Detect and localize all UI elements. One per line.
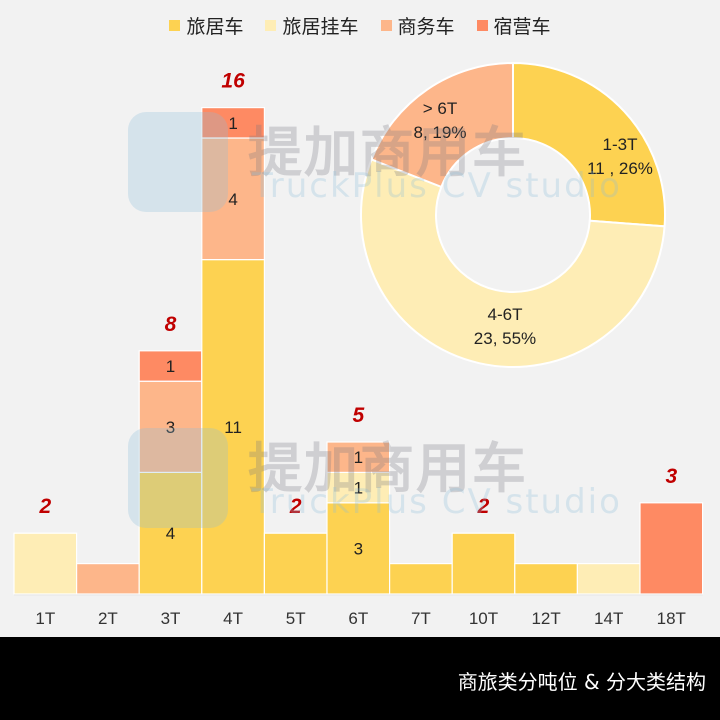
- legend-swatch-icon: [380, 20, 392, 31]
- chart-legend: 旅居车 旅居挂车 商务车 宿营车: [0, 12, 720, 39]
- donut-value-label: 23, 55%: [474, 329, 536, 348]
- donut-slice: [370, 61, 514, 189]
- x-tick-label: 10T: [469, 609, 498, 628]
- x-tick-label: 5T: [286, 609, 306, 628]
- bar-segment: [13, 532, 78, 595]
- bar-segment: [326, 441, 391, 473]
- segment-label: 1: [166, 357, 175, 376]
- x-tick-label: 1T: [35, 609, 55, 628]
- legend-item: 旅居挂车: [265, 12, 359, 39]
- bar-segment: [326, 471, 391, 504]
- total-label: 3: [665, 465, 677, 488]
- total-label: 5: [352, 404, 364, 427]
- donut-value-label: 8, 19%: [414, 123, 467, 142]
- donut-label: > 6T: [423, 99, 458, 118]
- bar-segment: [201, 106, 266, 139]
- segment-label: 3: [354, 539, 363, 558]
- footer-title: 商旅类分吨位 & 分大类结构: [457, 670, 706, 694]
- legend-swatch-icon: [169, 20, 181, 31]
- legend-label: 旅居挂车: [282, 16, 359, 38]
- legend-item: 宿营车: [476, 12, 551, 39]
- bar-segment: [201, 137, 266, 261]
- x-tick-label: 14T: [594, 609, 623, 628]
- legend-label: 旅居车: [186, 16, 244, 38]
- segment-label: 1: [228, 114, 237, 133]
- x-tick-label: 6T: [348, 609, 368, 628]
- x-tick-label: 7T: [411, 609, 431, 628]
- total-label: 2: [289, 495, 302, 518]
- segment-label: 4: [166, 524, 175, 543]
- bar-segment: [451, 532, 516, 595]
- segment-label: 1: [354, 479, 363, 498]
- bar-segment: [138, 350, 203, 382]
- donut-label: 4-6T: [488, 305, 523, 324]
- total-label: 8: [165, 313, 177, 336]
- legend-item: 旅居车: [169, 12, 243, 39]
- bar-segment: [639, 502, 704, 595]
- x-tick-label: 18T: [657, 609, 686, 628]
- bar-segment: [514, 562, 578, 595]
- bar-segment: [75, 562, 140, 595]
- total-label: 2: [38, 495, 51, 518]
- x-tick-label: 4T: [223, 609, 243, 628]
- footer-bar: 商旅类分吨位 & 分大类结构: [0, 637, 720, 720]
- segment-label: 1: [354, 448, 363, 467]
- donut-slice: [360, 158, 666, 368]
- segment-label: 11: [224, 418, 242, 437]
- bar-segment: [263, 532, 328, 595]
- x-tick-label: 12T: [531, 609, 560, 628]
- donut-label: 1-3T: [603, 135, 638, 154]
- x-tick-label: 3T: [161, 609, 181, 628]
- legend-label: 商务车: [397, 16, 455, 38]
- legend-label: 宿营车: [493, 16, 551, 38]
- bar-segment: [576, 562, 641, 595]
- donut-slice: [512, 61, 666, 228]
- bar-segment: [201, 259, 266, 595]
- bar-segment: [138, 380, 203, 474]
- donut-value-label: 11 , 26%: [587, 159, 653, 178]
- total-label: 16: [221, 70, 245, 93]
- bar-segment: [389, 562, 453, 595]
- legend-item: 商务车: [380, 12, 455, 39]
- total-label: 2: [477, 495, 490, 518]
- x-tick-label: 2T: [98, 609, 118, 628]
- segment-label: 3: [166, 418, 175, 437]
- legend-swatch-icon: [476, 20, 488, 31]
- legend-swatch-icon: [265, 20, 277, 31]
- segment-label: 4: [228, 190, 237, 209]
